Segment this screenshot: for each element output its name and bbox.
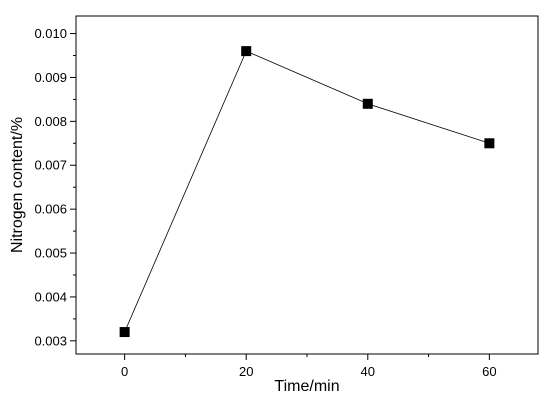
x-tick-label: 0 <box>121 364 128 379</box>
y-tick-label: 0.005 <box>34 246 67 261</box>
x-tick-label: 60 <box>482 364 496 379</box>
y-tick-label: 0.008 <box>34 114 67 129</box>
y-tick-label: 0.007 <box>34 158 67 173</box>
series-line <box>124 50 490 333</box>
y-axis-title: Nitrogen content/% <box>9 117 26 253</box>
data-point <box>119 327 130 338</box>
x-axis: 0 20 40 60 <box>121 354 497 379</box>
y-tick-label: 0.004 <box>34 289 67 304</box>
x-tick-label: 20 <box>239 364 253 379</box>
data-point <box>241 46 252 57</box>
x-tick-label: 40 <box>361 364 375 379</box>
plot-frame <box>75 15 539 355</box>
y-tick-label: 0.010 <box>34 26 67 41</box>
x-axis-title: Time/min <box>274 378 339 395</box>
y-tick-label: 0.006 <box>34 202 67 217</box>
data-point <box>362 98 373 109</box>
y-tick-label: 0.009 <box>34 70 67 85</box>
series-layer <box>119 46 495 338</box>
y-axis: 0.003 0.004 0.005 0.006 0.007 0.008 0.009 0.010 <box>34 26 76 348</box>
y-tick-label: 0.003 <box>34 333 67 348</box>
data-point <box>484 138 495 149</box>
